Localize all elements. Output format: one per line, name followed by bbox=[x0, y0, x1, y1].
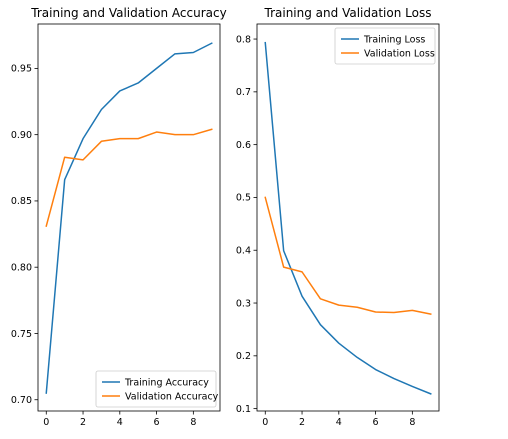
loss-panel: Training and Validation Loss 0 2 4 6 8 0.1 0.2 0… bbox=[236, 6, 440, 428]
acc-x-tick-label: 4 bbox=[117, 417, 123, 428]
loss-y-tick-label: 0.6 bbox=[236, 140, 251, 151]
acc-x-tick-label: 6 bbox=[154, 417, 160, 428]
loss-y-tick-label: 0.2 bbox=[236, 351, 251, 362]
loss-y-tick-label: 0.1 bbox=[236, 404, 251, 415]
acc-y-tick-label: 0.90 bbox=[11, 130, 32, 141]
loss-y-tick-label: 0.3 bbox=[236, 298, 251, 309]
acc-x-tick-label: 8 bbox=[190, 417, 196, 428]
acc-y-tick-label: 0.75 bbox=[11, 329, 32, 340]
loss-series-line-1 bbox=[264, 196, 432, 316]
loss-x-tick-label: 4 bbox=[336, 417, 342, 428]
acc-legend: Training Accuracy Validation Accuracy bbox=[95, 370, 219, 408]
loss-x-tick-label: 6 bbox=[373, 417, 379, 428]
acc-y-tick-label: 0.70 bbox=[11, 395, 32, 406]
loss-chart-title: Training and Validation Loss bbox=[264, 6, 432, 20]
acc-y-tick-label: 0.85 bbox=[11, 196, 32, 207]
loss-y-tick-label: 0.4 bbox=[236, 246, 251, 257]
loss-legend-label-0: Training Loss bbox=[363, 34, 425, 45]
accuracy-panel: Training and Validation Accuracy 0 2 4 6 8 0.7… bbox=[11, 6, 227, 428]
acc-series-line-1 bbox=[45, 128, 213, 228]
loss-x-tick-label: 2 bbox=[299, 417, 305, 428]
acc-legend-label-1: Validation Accuracy bbox=[125, 391, 219, 402]
acc-legend-box bbox=[95, 370, 217, 408]
loss-axes-frame bbox=[256, 23, 440, 412]
loss-y-tick-label: 0.5 bbox=[236, 193, 251, 204]
loss-legend-box bbox=[334, 27, 436, 65]
loss-series-line-0 bbox=[264, 41, 432, 395]
acc-y-tick-label: 0.95 bbox=[11, 64, 32, 75]
acc-axes-frame bbox=[37, 23, 221, 412]
loss-legend: Training Loss Validation Loss bbox=[334, 27, 436, 65]
acc-x-tick-label: 0 bbox=[43, 417, 49, 428]
loss-x-tick-label: 8 bbox=[409, 417, 415, 428]
acc-x-tick-label: 2 bbox=[80, 417, 86, 428]
acc-y-tick-label: 0.80 bbox=[11, 263, 32, 274]
loss-y-tick-label: 0.7 bbox=[236, 87, 251, 98]
acc-chart-title: Training and Validation Accuracy bbox=[30, 6, 226, 20]
loss-legend-label-1: Validation Loss bbox=[364, 48, 435, 59]
loss-y-tick-label: 0.8 bbox=[236, 34, 251, 45]
acc-legend-label-0: Training Accuracy bbox=[124, 377, 209, 388]
loss-x-tick-label: 0 bbox=[262, 417, 268, 428]
